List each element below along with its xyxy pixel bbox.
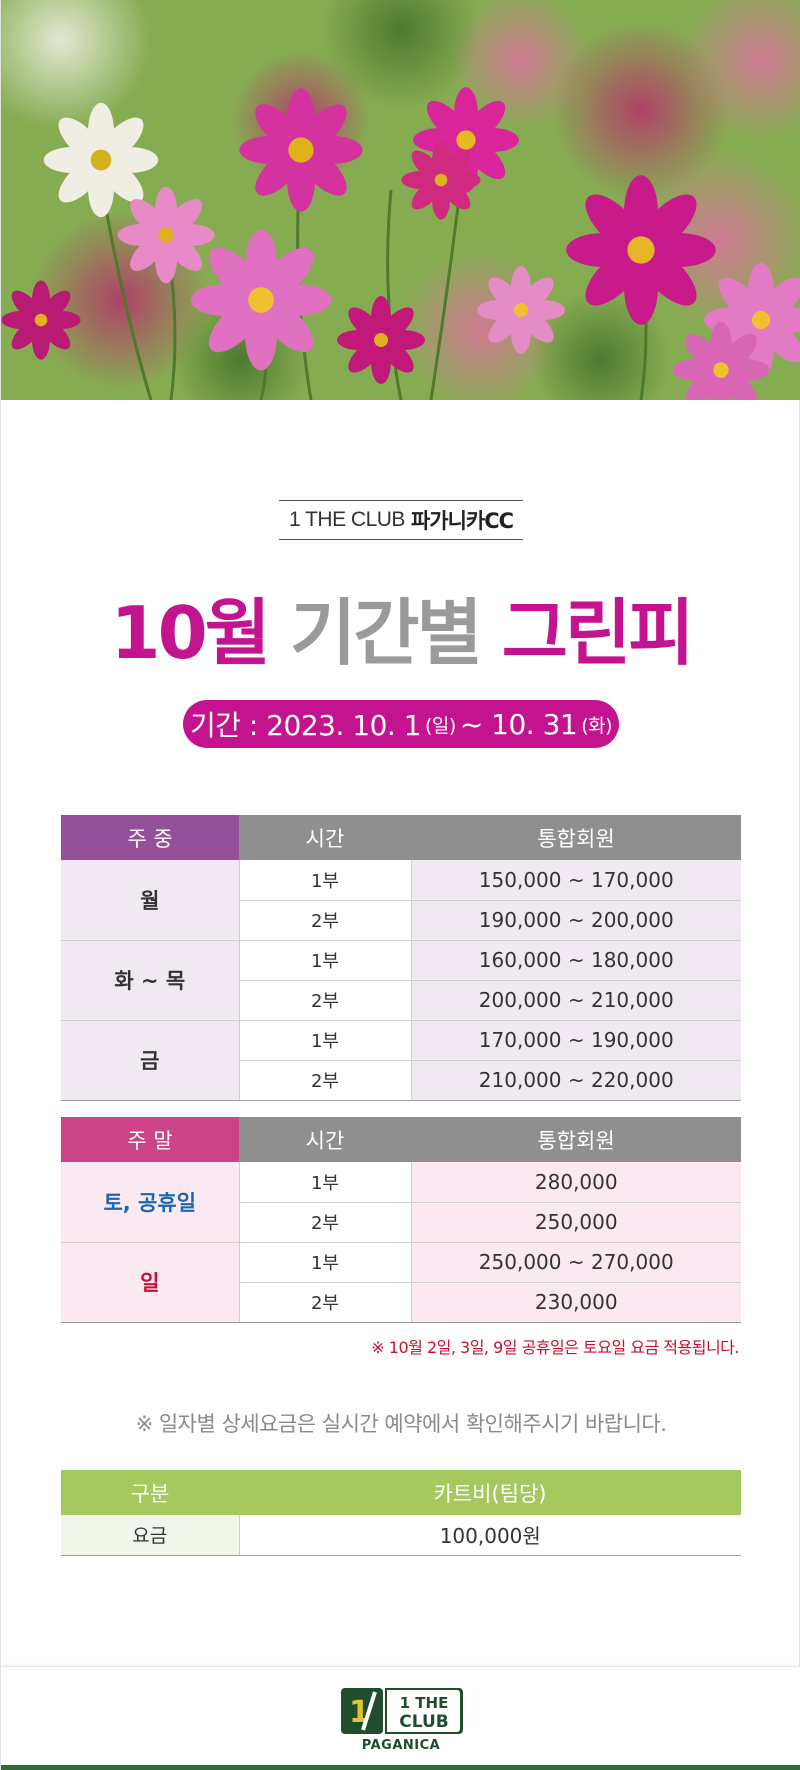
logo-line1: 1 THE [400, 1694, 449, 1712]
time-cell: 1부 [239, 940, 412, 981]
weekend-day-cell: 일 [61, 1242, 240, 1323]
cart-row-label: 요금 [61, 1515, 240, 1556]
weekend-header-day: 주 말 [61, 1117, 239, 1162]
time-cell: 1부 [239, 860, 412, 901]
time-cell: 1부 [239, 1242, 412, 1283]
table-row: 일 1부 250,000 ~ 270,000 [61, 1242, 741, 1323]
weekday-fee-table: 주 중 시간 통합회원 월 1부 150,000 ~ 170,000 2부 19… [61, 815, 741, 1101]
table-row: 2부 230,000 [61, 1282, 741, 1323]
weekend-header-price: 통합회원 [411, 1117, 741, 1162]
table-row: 토, 공휴일 1부 280,000 [61, 1162, 741, 1243]
table-row: 화 ~ 목 1부 160,000 ~ 180,000 [61, 940, 741, 1021]
time-cell: 1부 [239, 1162, 412, 1203]
period-start-day: (일) [425, 714, 456, 737]
time-cell: 2부 [239, 980, 412, 1021]
cosmos-flowers-illustration [1, 0, 800, 400]
footer-divider [1, 1662, 800, 1668]
table-row: 2부 190,000 ~ 200,000 [61, 900, 741, 941]
price-cell: 230,000 [411, 1282, 741, 1323]
brand-name: 파가니카CC [410, 509, 514, 533]
detail-rate-note: ※ 일자별 상세요금은 실시간 예약에서 확인해주시기 바랍니다. [135, 1412, 667, 1436]
weekend-header-time: 시간 [239, 1117, 411, 1162]
time-cell: 2부 [239, 1060, 412, 1101]
bottom-bar [1, 1765, 800, 1770]
price-cell: 280,000 [411, 1162, 741, 1203]
price-cell: 150,000 ~ 170,000 [411, 860, 741, 901]
price-cell: 160,000 ~ 180,000 [411, 940, 741, 981]
table-row: 2부 250,000 [61, 1202, 741, 1243]
title-middle: 기간별 [289, 591, 483, 675]
title-month: 10월 [110, 591, 270, 675]
weekday-header-time: 시간 [239, 815, 411, 860]
weekday-header-day: 주 중 [61, 815, 239, 860]
cart-header-fee: 카트비(팀당) [239, 1470, 741, 1515]
period-label: 기간 : 2023. 10. 1 [189, 709, 422, 742]
price-cell: 210,000 ~ 220,000 [411, 1060, 741, 1101]
table-row: 금 1부 170,000 ~ 190,000 [61, 1020, 741, 1101]
page-title: 10월 기간별 그린피 [1, 588, 800, 678]
price-cell: 250,000 [411, 1202, 741, 1243]
table-row: 2부 210,000 ~ 220,000 [61, 1060, 741, 1101]
price-cell: 250,000 ~ 270,000 [411, 1242, 741, 1283]
period-end-day: (화) [581, 714, 613, 737]
hero-flower-image [1, 0, 800, 400]
brand-prefix: 1 THE CLUB [288, 508, 406, 531]
period-separator: ~ 10. 31 [459, 707, 578, 741]
cart-header-category: 구분 [61, 1470, 239, 1515]
weekday-day-cell: 금 [61, 1020, 240, 1101]
time-cell: 2부 [239, 1202, 412, 1243]
time-cell: 1부 [239, 1020, 412, 1061]
table-row: 월 1부 150,000 ~ 170,000 [61, 860, 741, 941]
time-cell: 2부 [239, 1282, 412, 1323]
table-row: 2부 200,000 ~ 210,000 [61, 980, 741, 1021]
time-cell: 2부 [239, 900, 412, 941]
cart-row-price: 100,000원 [239, 1515, 741, 1556]
weekday-day-cell: 화 ~ 목 [61, 940, 240, 1021]
price-cell: 170,000 ~ 190,000 [411, 1020, 741, 1061]
brand-title: 1 THE CLUB 파가니카CC [279, 500, 523, 540]
weekday-day-cell: 월 [61, 860, 240, 941]
weekend-day-cell: 토, 공휴일 [61, 1162, 240, 1243]
one-the-club-logo: 1 1 THE CLUB [341, 1688, 463, 1734]
period-badge: 기간 : 2023. 10. 1 (일) ~ 10. 31 (화) [183, 700, 619, 748]
title-end: 그린피 [501, 591, 695, 675]
holiday-note: ※ 10월 2일, 3일, 9일 공휴일은 토요일 요금 적용됩니다. [371, 1338, 739, 1357]
price-cell: 190,000 ~ 200,000 [411, 900, 741, 941]
weekend-fee-table: 주 말 시간 통합회원 토, 공휴일 1부 280,000 2부 250,000… [61, 1117, 741, 1323]
logo-line2: CLUB [399, 1712, 448, 1732]
logo-subtitle: PAGANICA [361, 1738, 441, 1753]
price-cell: 200,000 ~ 210,000 [411, 980, 741, 1021]
cart-fee-table: 구분 카트비(팀당) 요금 100,000원 [61, 1470, 741, 1556]
weekday-header-price: 통합회원 [411, 815, 741, 860]
table-row: 요금 100,000원 [61, 1515, 741, 1556]
